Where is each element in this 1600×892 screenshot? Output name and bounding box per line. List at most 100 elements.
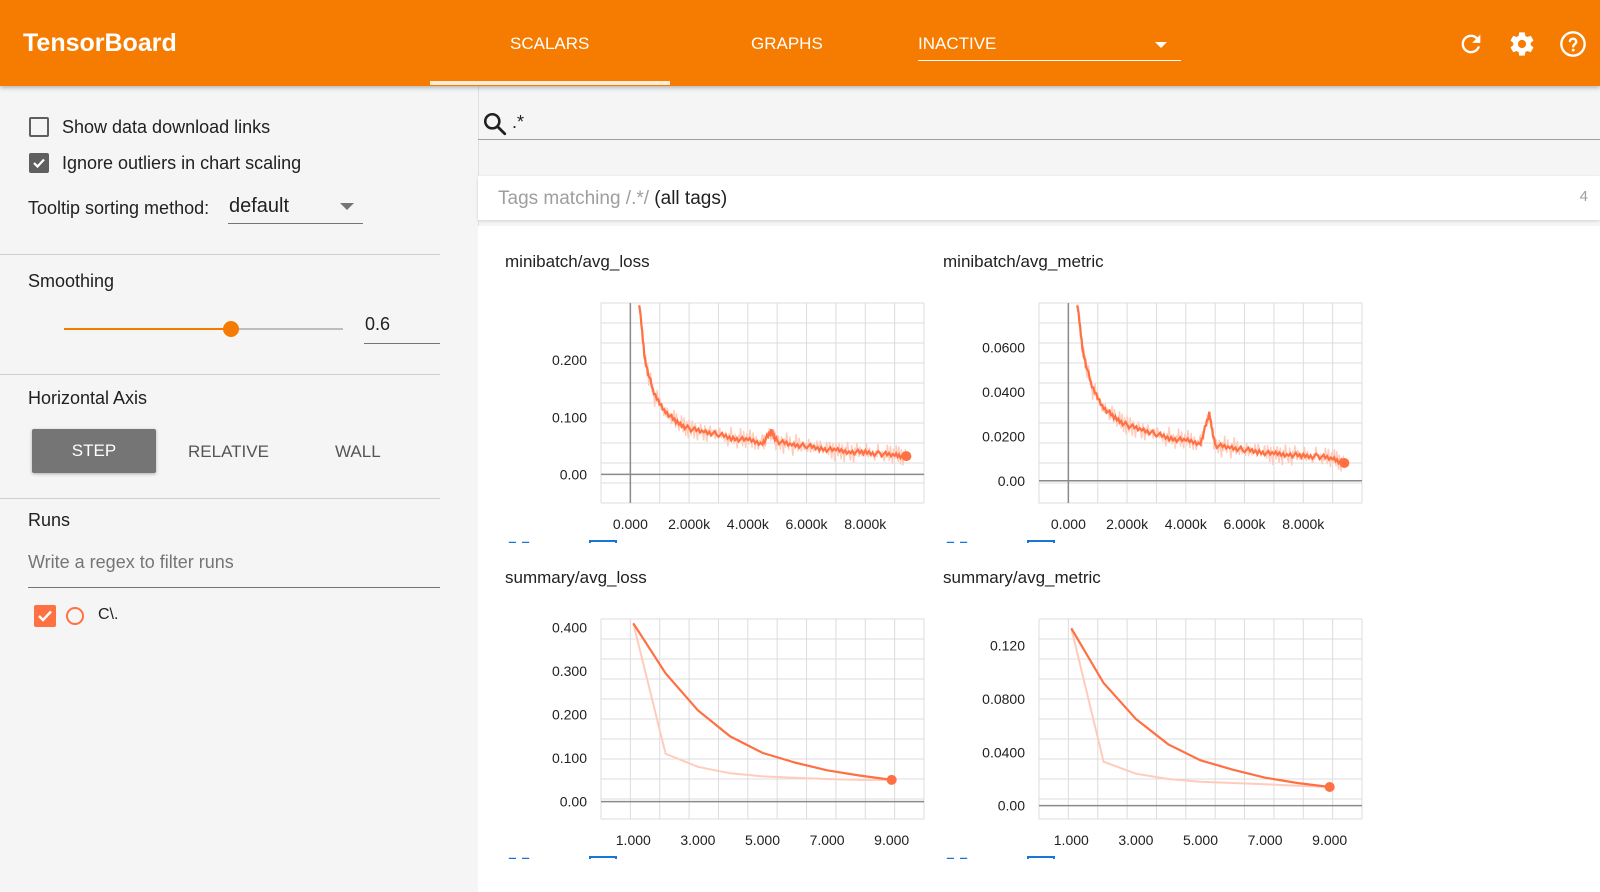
tags-header-pattern: /.*/ xyxy=(625,188,650,209)
x-tick-label: 8.000k xyxy=(844,516,887,532)
y-tick-label: 0.0200 xyxy=(982,428,1025,444)
smoothing-slider-handle[interactable] xyxy=(223,321,239,337)
run-color-radio[interactable] xyxy=(66,607,84,625)
y-tick-label: 0.200 xyxy=(552,352,587,368)
y-tick-label: 0.00 xyxy=(560,794,587,810)
y-tick-label: 0.200 xyxy=(552,707,587,723)
smoothing-input-underline xyxy=(364,343,440,344)
search-icon xyxy=(483,112,507,136)
smoothing-slider-fill xyxy=(64,328,231,330)
axis-wall-button[interactable]: WALL xyxy=(335,442,381,461)
chart-svg[interactable]: 0.00 0.0200 0.0400 0.0600 0.000 2.000k 4.000k 6… xyxy=(938,268,1378,543)
series-smoothed-line xyxy=(632,622,892,781)
series-end-point xyxy=(1339,458,1350,468)
inactive-dashboards-select[interactable]: INACTIVE xyxy=(918,34,1181,61)
runs-filter-input[interactable] xyxy=(28,548,438,576)
y-tick-label: 0.0600 xyxy=(982,339,1025,355)
y-tick-label: 0.120 xyxy=(990,638,1025,654)
chart-title: minibatch/avg_metric xyxy=(943,252,1104,271)
axis-step-button[interactable]: STEP xyxy=(32,429,156,473)
x-tick-label: 7.000 xyxy=(1248,832,1283,848)
tags-header-suffix: (all tags) xyxy=(649,188,728,209)
refresh-icon[interactable] xyxy=(1457,30,1485,58)
smoothing-value-input[interactable]: 0.6 xyxy=(365,314,391,334)
x-tick-label: 4.000k xyxy=(727,516,770,532)
chart-toolbar xyxy=(508,540,617,543)
x-tick-label: 9.000 xyxy=(1312,832,1347,848)
active-tab-indicator xyxy=(430,81,670,85)
tooltip-sorting-label: Tooltip sorting method: xyxy=(28,198,210,218)
checkmark-icon xyxy=(38,610,52,622)
chart-svg[interactable]: 0.00 0.0400 0.0800 0.120 1.000 3.000 5.000 7.00… xyxy=(938,584,1378,859)
ignore-outliers-checkbox[interactable] xyxy=(29,153,49,173)
x-tick-label: 7.000 xyxy=(810,832,845,848)
series-raw-line xyxy=(632,623,892,781)
series-smoothed-line xyxy=(1070,627,1330,789)
fit-domain-icon[interactable] xyxy=(1027,540,1055,543)
runs-filter-underline xyxy=(28,587,440,588)
chevron-down-icon xyxy=(1155,42,1167,48)
x-tick-label: 4.000k xyxy=(1165,516,1208,532)
x-tick-label: 6.000k xyxy=(1224,516,1267,532)
x-tick-label: 0.000 xyxy=(613,516,648,532)
tooltip-select-underline xyxy=(228,223,363,224)
y-tick-label: 0.00 xyxy=(560,466,587,482)
ignore-outliers-label[interactable]: Ignore outliers in chart scaling xyxy=(62,153,302,173)
search-underline xyxy=(478,139,1600,140)
smoothing-slider-track[interactable] xyxy=(231,328,343,330)
tags-count: 4 xyxy=(1579,188,1588,205)
fit-domain-icon[interactable] xyxy=(589,856,617,859)
x-tick-label: 8.000k xyxy=(1282,516,1325,532)
help-icon[interactable] xyxy=(1559,30,1587,58)
y-tick-label: 0.00 xyxy=(998,473,1025,489)
chart-svg[interactable]: 0.00 0.100 0.200 0.300 0.400 1.000 3.000 5.000 7… xyxy=(500,584,940,859)
top-toolbar: TensorBoard SCALARS GRAPHS INACTIVE xyxy=(0,0,1600,86)
x-tick-label: 3.000 xyxy=(680,832,715,848)
horizontal-axis-label: Horizontal Axis xyxy=(28,388,148,408)
y-tick-label: 0.100 xyxy=(552,409,587,425)
tags-header-card[interactable]: Tags matching /.*/ (all tags) 4 xyxy=(478,176,1600,220)
axis-relative-button[interactable]: RELATIVE xyxy=(188,442,269,461)
series-end-point xyxy=(1324,782,1335,792)
section-divider xyxy=(0,374,440,375)
series-end-point xyxy=(886,774,897,785)
chart-title: summary/avg_loss xyxy=(505,568,647,587)
run-name: C\. xyxy=(98,606,119,623)
x-tick-label: 6.000k xyxy=(786,516,829,532)
tags-header-prefix: Tags matching xyxy=(498,188,626,209)
tag-search-input[interactable]: .* xyxy=(512,112,525,132)
x-tick-label: 9.000 xyxy=(874,832,909,848)
y-tick-label: 0.300 xyxy=(552,663,587,679)
settings-icon[interactable] xyxy=(1508,30,1536,58)
y-tick-label: 0.00 xyxy=(998,798,1025,814)
runs-label: Runs xyxy=(28,510,71,530)
chart-toolbar xyxy=(946,540,1055,543)
app-title: TensorBoard xyxy=(23,29,177,57)
show-download-links-label[interactable]: Show data download links xyxy=(62,117,271,137)
x-tick-label: 1.000 xyxy=(616,832,651,848)
chart-svg[interactable]: 0.00 0.100 0.200 0.000 2.000k 4.000k 6.000k 8.0… xyxy=(500,268,940,543)
y-tick-label: 0.0800 xyxy=(982,691,1025,707)
show-download-links-checkbox[interactable] xyxy=(29,117,49,137)
section-divider xyxy=(0,254,440,255)
fit-domain-icon[interactable] xyxy=(589,540,617,543)
y-tick-label: 0.0400 xyxy=(982,744,1025,760)
checkmark-icon xyxy=(33,158,45,169)
run-checkbox[interactable] xyxy=(34,605,56,627)
tab-graphs[interactable]: GRAPHS xyxy=(751,34,823,53)
chevron-down-icon[interactable] xyxy=(340,203,354,211)
x-tick-label: 0.000 xyxy=(1051,516,1086,532)
tab-scalars[interactable]: SCALARS xyxy=(510,34,590,53)
x-tick-label: 3.000 xyxy=(1118,832,1153,848)
series-smoothed-line xyxy=(1076,305,1345,466)
tooltip-sorting-select[interactable]: default xyxy=(229,195,290,217)
series-raw-line xyxy=(1070,628,1330,788)
y-tick-label: 0.0400 xyxy=(982,384,1025,400)
fit-domain-icon[interactable] xyxy=(1027,856,1055,859)
tags-header-text: Tags matching /.*/ (all tags) xyxy=(498,188,727,210)
series-end-point xyxy=(901,451,912,462)
series-smoothed-line xyxy=(638,305,907,461)
chart-toolbar xyxy=(508,856,617,859)
chart-title: minibatch/avg_loss xyxy=(505,252,650,271)
chart-title: summary/avg_metric xyxy=(943,568,1101,587)
